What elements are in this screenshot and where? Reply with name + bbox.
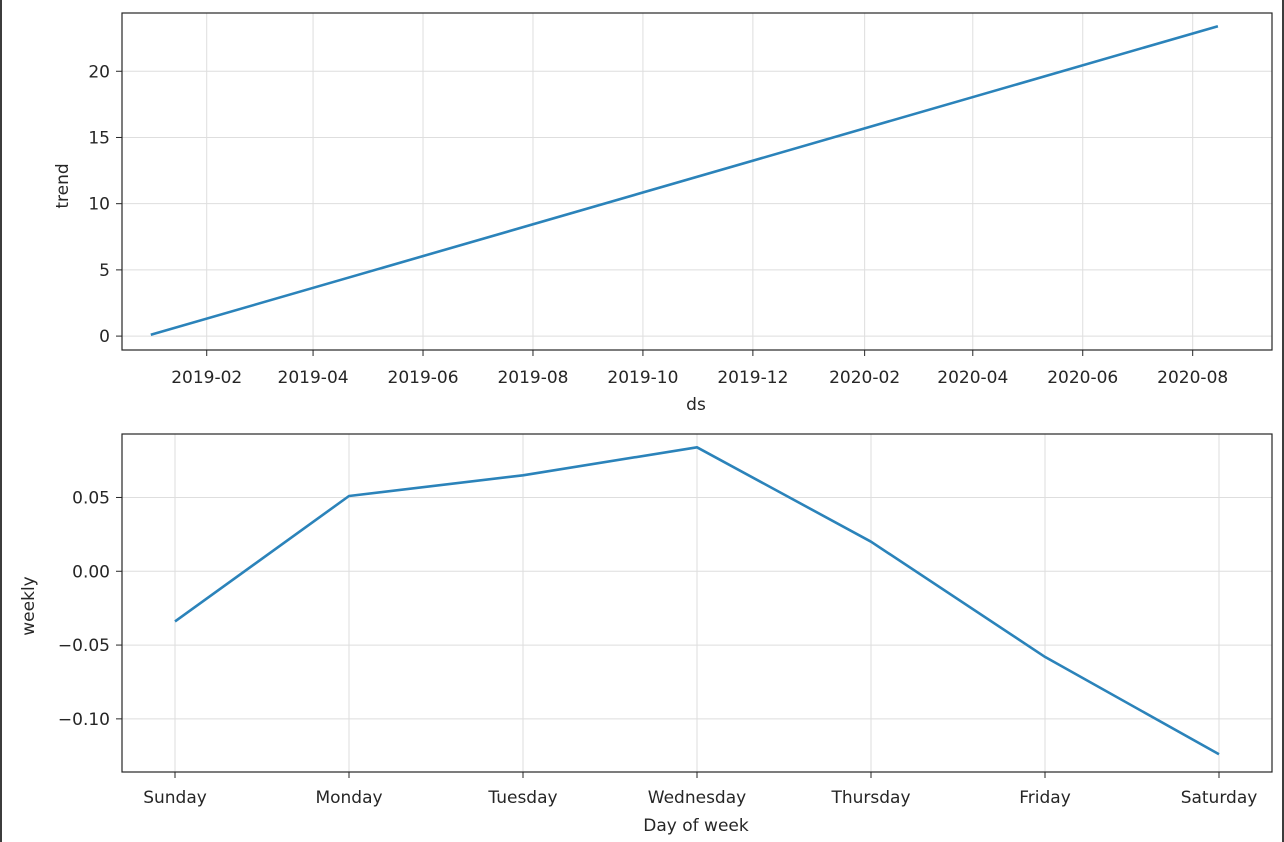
- trend-x-tick-label: 2020-02: [829, 368, 900, 388]
- trend-x-tick-label: 2020-06: [1047, 368, 1118, 388]
- weekly-x-tick-label: Friday: [1019, 788, 1071, 808]
- trend-x-tick-label: 2019-08: [497, 368, 568, 388]
- trend-x-tick-label: 2019-10: [607, 368, 678, 388]
- weekly-x-tick-label: Wednesday: [648, 788, 746, 808]
- trend-y-axis-label: trend: [53, 163, 73, 208]
- trend-chart: 2019-02 2019-04 2019-06 2019-08 2019-10 2019-…: [53, 12, 1273, 415]
- trend-plot-frame: [121, 12, 1273, 351]
- trend-y-tick-label: 15: [88, 128, 110, 148]
- trend-x-ticks: 2019-02 2019-04 2019-06 2019-08 2019-10 2019-…: [171, 350, 1228, 388]
- trend-y-ticks: 0 5 10 15 20: [88, 62, 122, 347]
- weekly-series: [174, 445, 1220, 756]
- weekly-x-tick-label: Thursday: [830, 788, 910, 808]
- trend-y-tick-label: 0: [99, 327, 110, 347]
- trend-x-tick-label: 2019-12: [717, 368, 788, 388]
- weekly-line: [174, 445, 1220, 756]
- weekly-x-tick-label: Saturday: [1181, 788, 1258, 808]
- weekly-y-tick-label: 0.00: [72, 562, 110, 582]
- weekly-y-tick-label: 0.05: [72, 488, 110, 508]
- weekly-x-tick-label: Sunday: [143, 788, 207, 808]
- weekly-y-tick-label: −0.10: [58, 710, 110, 730]
- weekly-x-ticks: Sunday Monday Tuesday Wednesday Thursday Frid…: [143, 772, 1257, 808]
- trend-x-tick-label: 2020-04: [937, 368, 1008, 388]
- weekly-y-ticks: 0.05 0.00 −0.05 −0.10: [58, 488, 122, 730]
- trend-line: [150, 24, 1219, 337]
- trend-x-tick-label: 2019-04: [278, 368, 349, 388]
- weekly-y-tick-label: −0.05: [58, 636, 110, 656]
- trend-y-tick-label: 20: [88, 62, 110, 82]
- trend-series: [150, 24, 1219, 337]
- trend-x-tick-label: 2019-06: [388, 368, 459, 388]
- trend-x-tick-label: 2020-08: [1157, 368, 1228, 388]
- weekly-x-tick-label: Tuesday: [487, 788, 557, 808]
- weekly-grid: [122, 434, 1272, 772]
- trend-x-axis-label: ds: [686, 395, 706, 415]
- trend-x-tick-label: 2019-02: [171, 368, 242, 388]
- weekly-x-tick-label: Monday: [315, 788, 382, 808]
- trend-grid: [122, 13, 1272, 350]
- weekly-x-axis-label: Day of week: [643, 816, 749, 836]
- weekly-chart: Sunday Monday Tuesday Wednesday Thursday Frid…: [19, 433, 1273, 836]
- trend-y-tick-label: 10: [88, 195, 110, 215]
- trend-y-tick-label: 5: [99, 261, 110, 281]
- weekly-y-axis-label: weekly: [19, 576, 39, 635]
